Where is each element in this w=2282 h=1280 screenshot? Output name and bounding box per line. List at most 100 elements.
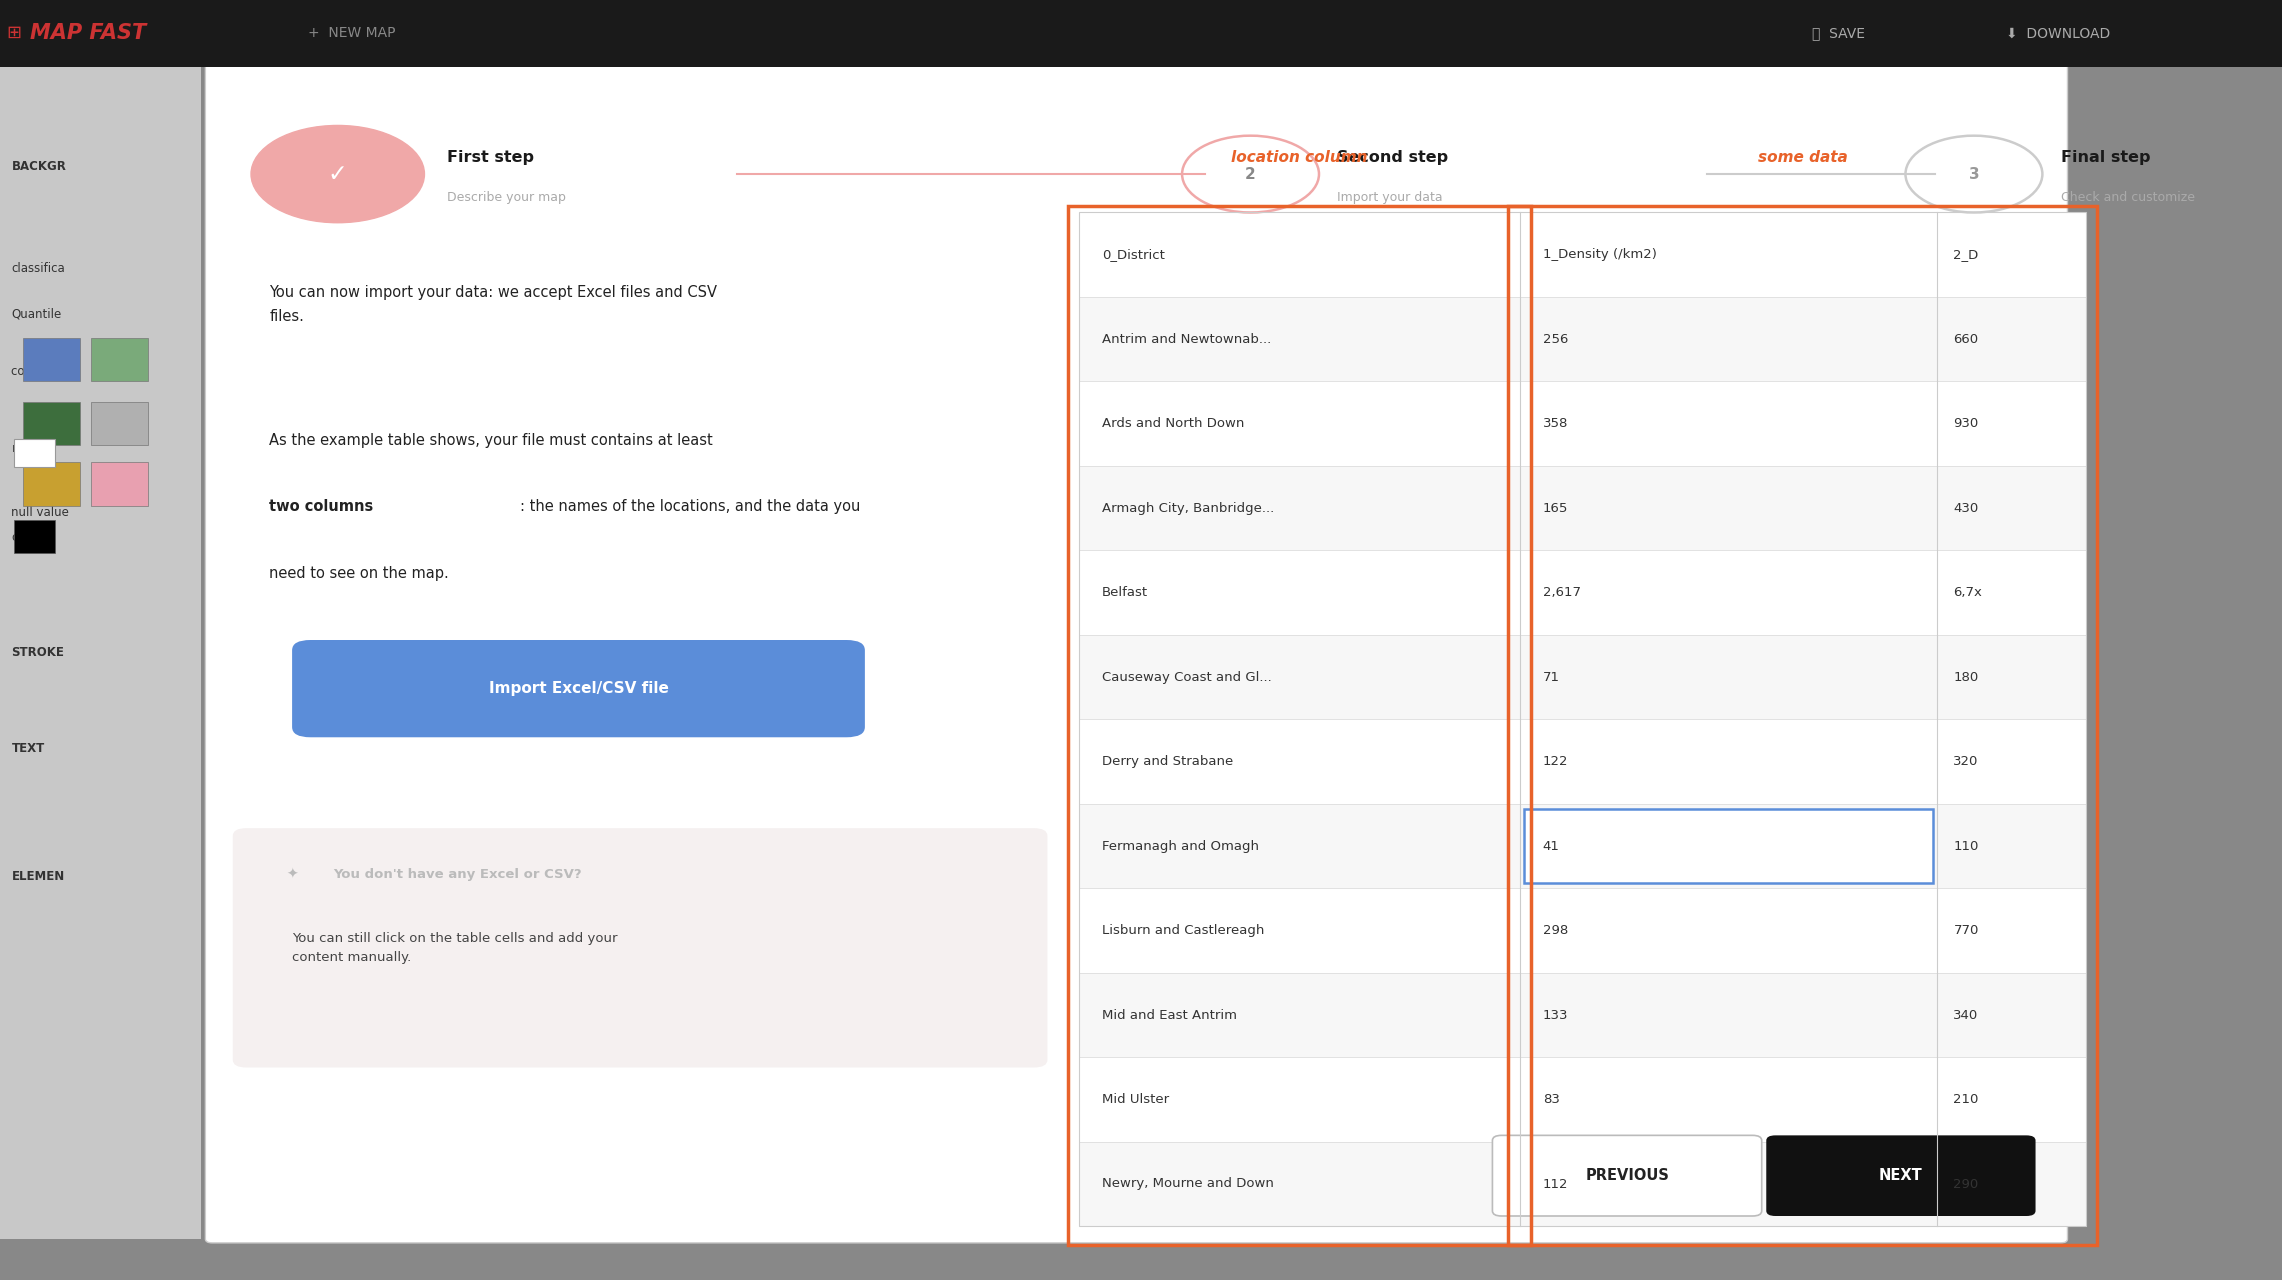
Text: col: col [11, 531, 27, 544]
Text: 2,617: 2,617 [1543, 586, 1581, 599]
Text: Lisburn and Castlereagh: Lisburn and Castlereagh [1102, 924, 1264, 937]
FancyBboxPatch shape [1766, 1135, 2036, 1216]
Text: 0_District: 0_District [1102, 248, 1166, 261]
Text: 3: 3 [1969, 166, 1978, 182]
Text: 320: 320 [1953, 755, 1978, 768]
Text: 430: 430 [1953, 502, 1978, 515]
Text: Import Excel/CSV file: Import Excel/CSV file [488, 681, 669, 696]
FancyBboxPatch shape [1079, 212, 2086, 297]
FancyBboxPatch shape [1079, 1142, 2086, 1226]
FancyBboxPatch shape [1079, 973, 2086, 1057]
FancyBboxPatch shape [1079, 297, 2086, 381]
Text: Causeway Coast and Gl...: Causeway Coast and Gl... [1102, 671, 1271, 684]
FancyBboxPatch shape [23, 462, 80, 506]
Text: 83: 83 [1543, 1093, 1559, 1106]
Text: 2: 2 [1246, 166, 1255, 182]
Text: Import your data: Import your data [1337, 191, 1442, 204]
Text: 180: 180 [1953, 671, 1978, 684]
FancyBboxPatch shape [1079, 719, 2086, 804]
Text: PREVIOUS: PREVIOUS [1586, 1169, 1668, 1183]
Text: Newry, Mourne and Down: Newry, Mourne and Down [1102, 1178, 1273, 1190]
Text: Belfast: Belfast [1102, 586, 1148, 599]
Text: TEXT: TEXT [11, 742, 46, 755]
Text: 165: 165 [1543, 502, 1568, 515]
Text: some data: some data [1757, 150, 1848, 165]
Text: 71: 71 [1543, 671, 1559, 684]
Text: two columns: two columns [269, 499, 374, 515]
FancyBboxPatch shape [1079, 635, 2086, 719]
FancyBboxPatch shape [91, 402, 148, 445]
FancyBboxPatch shape [1492, 1135, 1762, 1216]
FancyBboxPatch shape [233, 828, 1047, 1068]
Text: You can now import your data: we accept Excel files and CSV
files.: You can now import your data: we accept … [269, 285, 717, 324]
FancyBboxPatch shape [1079, 804, 2086, 888]
Text: Mid Ulster: Mid Ulster [1102, 1093, 1168, 1106]
Text: 930: 930 [1953, 417, 1978, 430]
Text: Mid and East Antrim: Mid and East Antrim [1102, 1009, 1237, 1021]
FancyBboxPatch shape [1079, 1057, 2086, 1142]
Text: ✦: ✦ [285, 868, 299, 881]
Text: 110: 110 [1953, 840, 1978, 852]
Text: ⊞: ⊞ [7, 24, 23, 42]
Text: 133: 133 [1543, 1009, 1568, 1021]
FancyBboxPatch shape [1524, 809, 1933, 883]
Text: MAP FAST: MAP FAST [30, 23, 146, 44]
Text: STROKE: STROKE [11, 646, 64, 659]
Text: 1_Density (/km2): 1_Density (/km2) [1543, 248, 1657, 261]
Text: 🖫  SAVE: 🖫 SAVE [1812, 27, 1864, 40]
Text: ⬇  DOWNLOAD: ⬇ DOWNLOAD [2006, 27, 2111, 40]
Text: ✓: ✓ [329, 163, 347, 186]
Text: Derry and Strabane: Derry and Strabane [1102, 755, 1235, 768]
Text: Fermanagh and Omagh: Fermanagh and Omagh [1102, 840, 1260, 852]
Text: rever: rever [11, 442, 43, 454]
Text: classifica: classifica [11, 262, 66, 275]
Text: 358: 358 [1543, 417, 1568, 430]
Text: NEXT: NEXT [1878, 1169, 1924, 1183]
FancyBboxPatch shape [292, 640, 865, 737]
FancyBboxPatch shape [205, 58, 2067, 1243]
Text: 122: 122 [1543, 755, 1568, 768]
FancyBboxPatch shape [14, 439, 55, 467]
Text: Quantile: Quantile [11, 307, 62, 320]
Text: +  NEW MAP: + NEW MAP [308, 27, 395, 40]
FancyBboxPatch shape [0, 67, 201, 1239]
Text: 660: 660 [1953, 333, 1978, 346]
Text: ELEMEN: ELEMEN [11, 870, 64, 883]
Text: Ards and North Down: Ards and North Down [1102, 417, 1244, 430]
Text: 256: 256 [1543, 333, 1568, 346]
Text: 298: 298 [1543, 924, 1568, 937]
Circle shape [251, 125, 424, 223]
FancyBboxPatch shape [1079, 550, 2086, 635]
FancyBboxPatch shape [91, 338, 148, 381]
FancyBboxPatch shape [1079, 466, 2086, 550]
Text: 41: 41 [1543, 840, 1559, 852]
Text: 2_D: 2_D [1953, 248, 1978, 261]
Text: 340: 340 [1953, 1009, 1978, 1021]
Text: Second step: Second step [1337, 150, 1449, 165]
Text: First step: First step [447, 150, 534, 165]
FancyBboxPatch shape [0, 0, 2282, 67]
FancyBboxPatch shape [1079, 381, 2086, 466]
Text: You don't have any Excel or CSV?: You don't have any Excel or CSV? [333, 868, 582, 881]
Text: 770: 770 [1953, 924, 1978, 937]
Text: 6,7x: 6,7x [1953, 586, 1983, 599]
FancyBboxPatch shape [91, 462, 148, 506]
Text: : the names of the locations, and the data you: : the names of the locations, and the da… [520, 499, 860, 515]
FancyBboxPatch shape [14, 520, 55, 553]
Text: 290: 290 [1953, 1178, 1978, 1190]
Text: You can still click on the table cells and add your
content manually.: You can still click on the table cells a… [292, 932, 618, 964]
Text: need to see on the map.: need to see on the map. [269, 566, 450, 581]
FancyBboxPatch shape [23, 402, 80, 445]
Text: As the example table shows, your file must contains at least: As the example table shows, your file mu… [269, 433, 712, 448]
FancyBboxPatch shape [1079, 888, 2086, 973]
FancyBboxPatch shape [23, 338, 80, 381]
Text: color sche: color sche [11, 365, 71, 378]
Text: 210: 210 [1953, 1093, 1978, 1106]
Text: Describe your map: Describe your map [447, 191, 566, 204]
Text: Final step: Final step [2061, 150, 2150, 165]
Text: null value: null value [11, 506, 68, 518]
Text: location column: location column [1232, 150, 1367, 165]
Text: 112: 112 [1543, 1178, 1568, 1190]
Text: Antrim and Newtownab...: Antrim and Newtownab... [1102, 333, 1271, 346]
Text: BACKGR: BACKGR [11, 160, 66, 173]
